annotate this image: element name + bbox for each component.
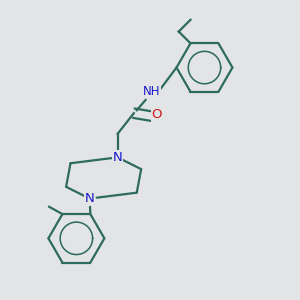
Text: O: O: [151, 108, 162, 121]
Text: N: N: [113, 151, 122, 164]
Text: NH: NH: [143, 85, 160, 98]
Text: N: N: [85, 192, 94, 205]
